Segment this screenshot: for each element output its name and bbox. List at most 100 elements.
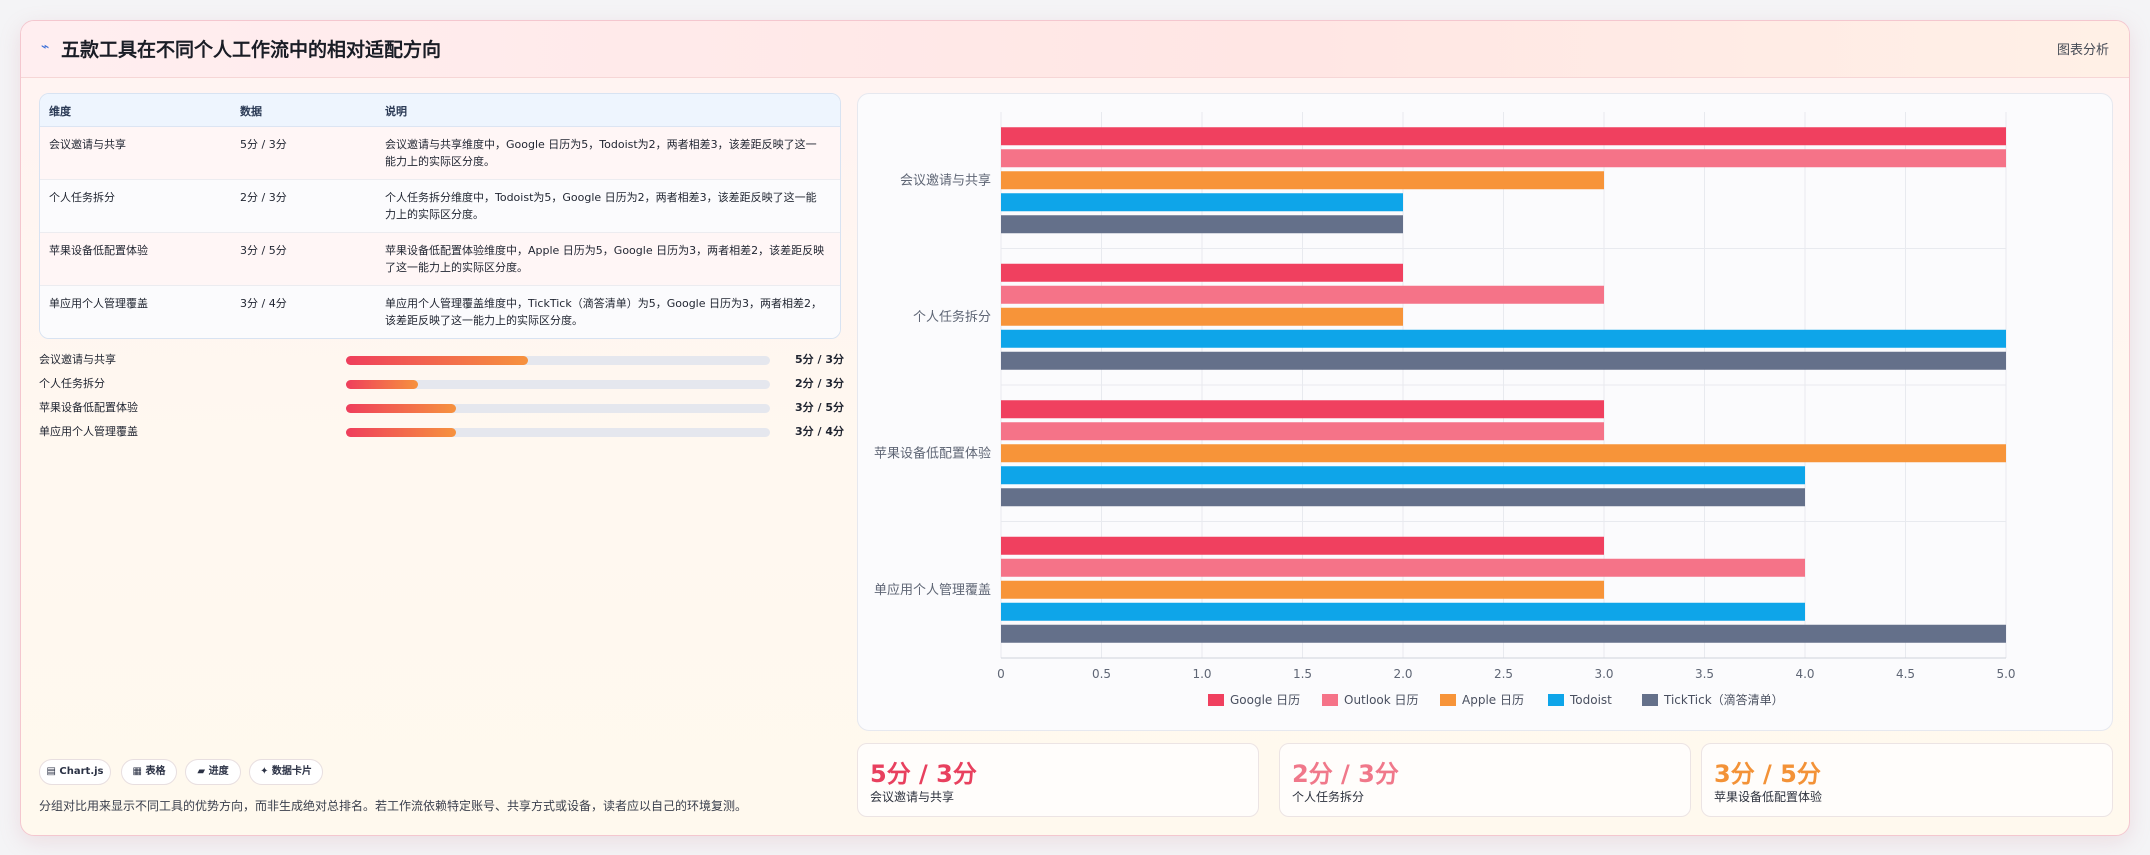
stat-label: 个人任务拆分 [1292,790,1365,804]
stat-value: 5分 / 3分 [870,760,977,788]
y-tick-label: 苹果设备低配置体验 [874,445,991,461]
bar [1001,285,1604,304]
tag-data-card[interactable]: ✦ 数据卡片 [249,759,323,785]
progress-value: 3分 / 4分 [795,425,844,438]
tag-progress[interactable]: ▰ 进度 [185,759,241,785]
row-data: 5分 / 3分 [240,138,287,151]
progress-track [346,380,770,389]
bar [1001,149,2006,168]
progress-item: 苹果设备低配置体验 3分 / 5分 [39,397,849,417]
progress-fill [346,356,529,365]
row-description: 会议邀请与共享维度中，Google 日历为5，Todoist为2，两者相差3，该… [385,138,817,168]
stat-card: 2分 / 3分 个人任务拆分 [1279,743,1691,817]
chart-trend-icon: ⌁ [41,39,50,55]
column-header-description: 说明 [385,105,407,118]
progress-label: 单应用个人管理覆盖 [39,425,138,438]
bar [1001,422,1604,441]
progress-label: 个人任务拆分 [39,377,105,390]
page-title: 五款工具在不同个人工作流中的相对适配方向 [61,39,442,61]
legend-label: TickTick（滴答清单） [1663,692,1784,707]
legend-label: Outlook 日历 [1344,693,1419,707]
progress-item: 个人任务拆分 2分 / 3分 [39,373,849,393]
x-tick-label: 1.5 [1293,667,1312,681]
bar [1001,127,2006,146]
stat-card: 3分 / 5分 苹果设备低配置体验 [1701,743,2113,817]
legend-swatch [1548,694,1564,706]
progress-fill [346,404,457,413]
bar [1001,602,1805,621]
legend-swatch [1208,694,1224,706]
row-description: 个人任务拆分维度中，Todoist为5，Google 日历为2，两者相差3，该差… [385,191,817,221]
x-tick-label: 4.0 [1795,667,1814,681]
tag-chartjs[interactable]: ▤ Chart.js [39,759,111,785]
x-tick-label: 1.0 [1192,667,1211,681]
legend-swatch [1642,694,1658,706]
bar [1001,444,2006,463]
column-header-data: 数据 [240,105,262,118]
table-row: 个人任务拆分 2分 / 3分 个人任务拆分维度中，Todoist为5，Googl… [40,180,840,233]
x-tick-label: 3.5 [1695,667,1714,681]
legend-swatch [1322,694,1338,706]
progress-track [346,428,770,437]
progress-label: 苹果设备低配置体验 [39,401,138,414]
y-tick-label: 单应用个人管理覆盖 [874,582,991,598]
row-dimension: 会议邀请与共享 [49,138,126,151]
progress-track [346,356,770,365]
stat-label: 苹果设备低配置体验 [1714,790,1823,804]
table-row: 苹果设备低配置体验 3分 / 5分 苹果设备低配置体验维度中，Apple 日历为… [40,233,840,286]
progress-fill [346,428,457,437]
x-tick-label: 5.0 [1996,667,2015,681]
row-data: 3分 / 5分 [240,244,287,257]
x-tick-label: 0.5 [1092,667,1111,681]
table-row: 单应用个人管理覆盖 3分 / 4分 单应用个人管理覆盖维度中，TickTick（… [40,286,840,338]
y-tick-label: 个人任务拆分 [913,309,991,325]
x-tick-label: 4.5 [1896,667,1915,681]
row-description: 单应用个人管理覆盖维度中，TickTick（滴答清单）为5，Google 日历为… [385,297,822,327]
stat-label: 会议邀请与共享 [870,790,955,804]
bar [1001,558,1805,577]
dashboard-card: ⌁ 五款工具在不同个人工作流中的相对适配方向 图表分析 维度 数据 说明 会议邀… [20,20,2130,836]
x-tick-label: 0 [997,667,1005,681]
x-tick-label: 2.5 [1494,667,1513,681]
bar [1001,329,2006,348]
bar-chart: 0 0.5 1.0 1.5 2.0 2.5 3.0 3.5 4.0 4.5 5.0 会议邀请与共享个人… [857,93,2113,731]
legend-label: Google 日历 [1230,693,1300,707]
x-tick-label: 3.0 [1594,667,1613,681]
legend-label: Todoist [1569,693,1612,707]
bar [1001,400,1604,419]
progress-label: 会议邀请与共享 [39,353,116,366]
progress-value: 2分 / 3分 [795,377,844,390]
progress-item: 会议邀请与共享 5分 / 3分 [39,349,849,369]
bar [1001,488,1805,507]
bar [1001,536,1604,555]
bar [1001,351,2006,370]
stat-value: 2分 / 3分 [1292,760,1399,788]
column-header-dimension: 维度 [49,105,71,118]
progress-fill [346,380,419,389]
stat-value: 3分 / 5分 [1714,760,1821,788]
row-dimension: 苹果设备低配置体验 [49,244,148,257]
tag-table[interactable]: ▦ 表格 [121,759,177,785]
table-row: 会议邀请与共享 5分 / 3分 会议邀请与共享维度中，Google 日历为5，T… [40,127,840,180]
x-tick-label: 2.0 [1393,667,1412,681]
progress-value: 3分 / 5分 [795,401,844,414]
table-header: 维度 数据 说明 [40,94,840,127]
bar [1001,193,1403,212]
bar [1001,466,1805,485]
row-description: 苹果设备低配置体验维度中，Apple 日历为5，Google 日历为3，两者相差… [385,244,825,274]
progress-value: 5分 / 3分 [795,353,844,366]
bar [1001,215,1403,234]
chart-svg: 0 0.5 1.0 1.5 2.0 2.5 3.0 3.5 4.0 4.5 5.0 会议邀请与共享个人… [874,112,2016,707]
y-tick-label: 会议邀请与共享 [900,172,991,188]
row-data: 3分 / 4分 [240,297,287,310]
bar [1001,307,1403,326]
row-dimension: 单应用个人管理覆盖 [49,297,148,310]
stat-card: 5分 / 3分 会议邀请与共享 [857,743,1259,817]
header-bar: ⌁ 五款工具在不同个人工作流中的相对适配方向 图表分析 [21,21,2129,78]
bar [1001,624,2006,643]
chart-analysis-link[interactable]: 图表分析 [2056,43,2109,58]
bar [1001,171,1604,190]
legend-label: Apple 日历 [1462,693,1524,707]
footer-note: 分组对比用来显示不同工具的优势方向，而非生成绝对总排名。若工作流依赖特定账号、共… [39,799,748,813]
bar [1001,263,1403,282]
